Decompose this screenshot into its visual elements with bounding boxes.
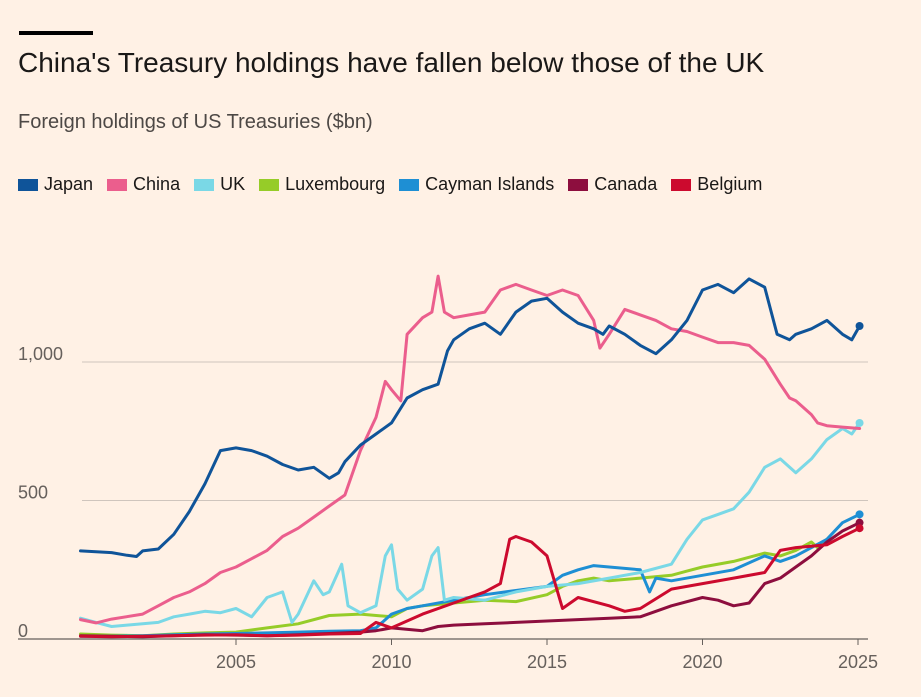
chart-title: China's Treasury holdings have fallen be… [18, 47, 765, 78]
series-line-china [79, 274, 862, 625]
y-tick-label: 1,000 [18, 344, 63, 364]
legend-label: China [133, 174, 181, 194]
legend-swatch [194, 178, 215, 191]
brand-bar [19, 31, 93, 35]
end-markers [855, 321, 864, 533]
gridlines [18, 361, 868, 640]
x-tick-label: 2025 [838, 652, 878, 672]
legend-swatch [568, 178, 589, 191]
series-line-uk [79, 421, 862, 628]
legend-item-china: China [107, 174, 180, 195]
x-axis-ticks: 2005 2010 2015 2020 2025 [216, 639, 878, 672]
legend-item-canada: Canada [568, 174, 657, 195]
end-marker-belgium [855, 524, 864, 533]
legend-swatch [671, 178, 692, 191]
legend-item-uk: UK [194, 174, 245, 195]
legend-swatch [259, 178, 280, 191]
legend-label: Japan [44, 174, 94, 194]
x-tick-label: 2020 [682, 652, 722, 672]
x-tick-label: 2005 [216, 652, 256, 672]
series-line-belgium [79, 526, 862, 639]
end-marker-uk [855, 418, 864, 427]
x-tick-label: 2015 [527, 652, 567, 672]
legend-swatch [399, 178, 420, 191]
chart-legend: Japan China UK Luxembourg Cayman Islands Cana… [18, 174, 776, 195]
y-axis-ticks: 0 500 1,000 [18, 344, 63, 641]
end-marker-canada [855, 518, 864, 527]
series-line-luxembourg [79, 537, 829, 638]
end-marker-cayman-islands [855, 510, 864, 519]
x-tick-label: 2010 [371, 652, 411, 672]
legend-item-belgium: Belgium [671, 174, 762, 195]
y-tick-label: 500 [18, 483, 48, 503]
legend-swatch [107, 178, 128, 191]
series-lines [79, 274, 862, 639]
series-line-canada [79, 521, 862, 639]
legend-item-cayman-islands: Cayman Islands [399, 174, 554, 195]
legend-label: UK [220, 174, 246, 194]
legend-item-luxembourg: Luxembourg [259, 174, 385, 195]
legend-label: Cayman Islands [425, 174, 555, 194]
legend-label: Belgium [697, 174, 763, 194]
chart-subtitle: Foreign holdings of US Treasuries ($bn) [18, 111, 373, 133]
series-line-japan [79, 277, 862, 558]
end-marker-japan [855, 321, 864, 330]
y-tick-label: 0 [18, 621, 28, 641]
legend-label: Luxembourg [285, 174, 386, 194]
legend-swatch [18, 178, 38, 191]
legend-label: Canada [594, 174, 658, 194]
legend-item-japan: Japan [18, 174, 93, 195]
